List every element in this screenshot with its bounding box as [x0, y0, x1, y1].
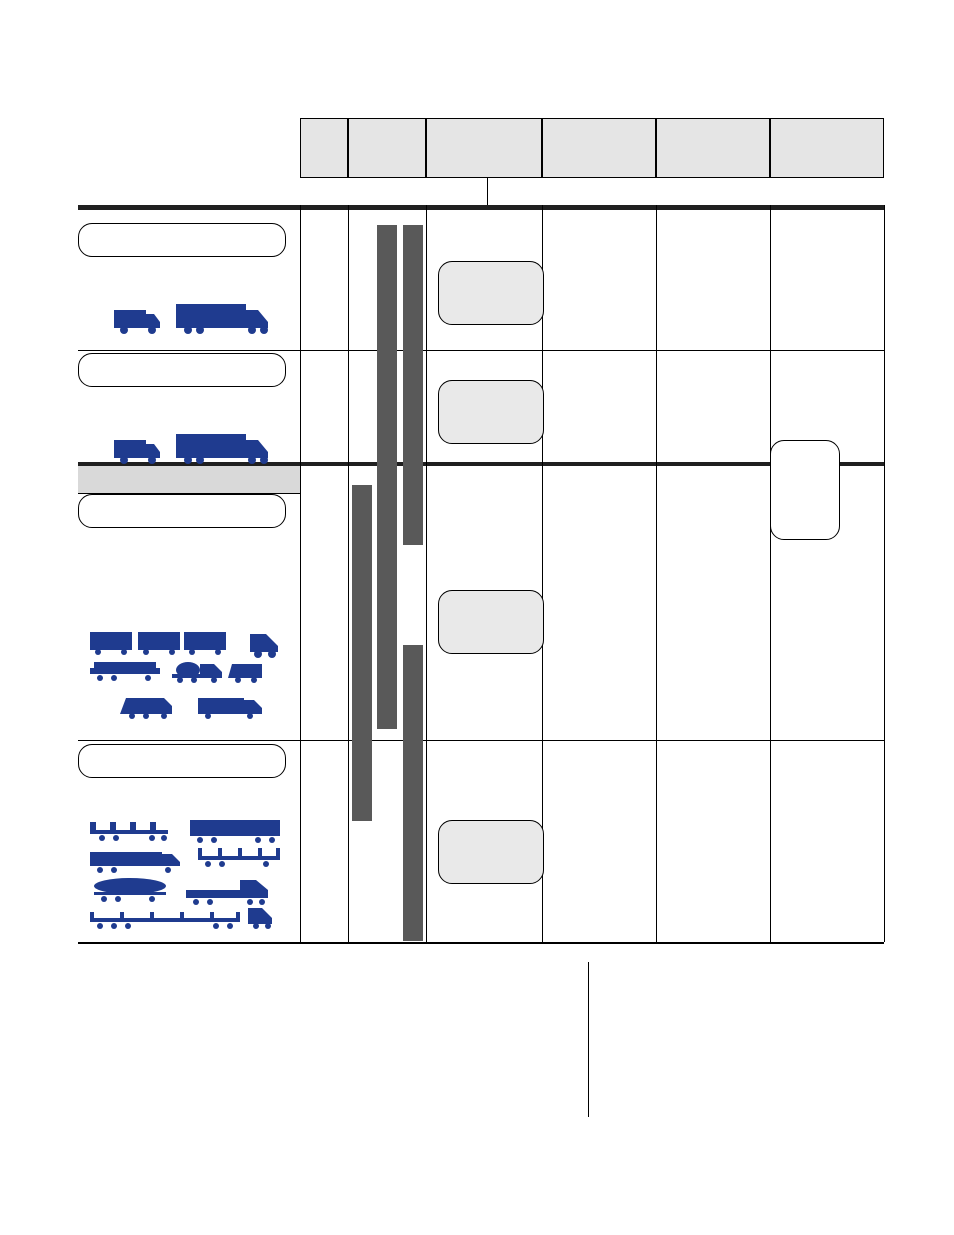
- grid-box-2: [438, 590, 544, 654]
- col-line-1: [348, 205, 349, 942]
- row-rule-1: [78, 350, 884, 351]
- footer-vline: [588, 962, 589, 1117]
- row-pill-3: [78, 744, 286, 778]
- vbar-0: [352, 485, 372, 821]
- row-pill-1: [78, 353, 286, 387]
- row-pill-2: [78, 494, 286, 528]
- header-tick: [487, 178, 488, 205]
- row-rule-end: [78, 942, 884, 944]
- header-cell-3: [542, 118, 656, 178]
- row-rule-3: [78, 740, 884, 741]
- vehicle-trailer-cluster-icon: [90, 820, 290, 930]
- header-cell-5: [770, 118, 884, 178]
- thick-rule-top: [78, 205, 884, 210]
- col-line-4: [656, 205, 657, 942]
- row-pill-0: [78, 223, 286, 257]
- col-line-5: [770, 205, 771, 942]
- vbar-3: [403, 645, 423, 941]
- header-cell-0: [300, 118, 348, 178]
- header-cell-4: [656, 118, 770, 178]
- header-cell-1: [348, 118, 426, 178]
- grid-box-3: [438, 820, 544, 884]
- col-line-2: [426, 205, 427, 942]
- vehicle-truck-icon: [114, 298, 284, 342]
- grid-box-0: [438, 261, 544, 325]
- vbar-2: [403, 225, 423, 545]
- vehicle-mixed-cluster-icon: [90, 628, 290, 728]
- header-cell-2: [426, 118, 542, 178]
- vehicle-truck-icon: [114, 428, 284, 472]
- grid-box-side: [770, 440, 840, 540]
- col-line-0: [300, 205, 301, 942]
- vbar-1: [377, 225, 397, 729]
- grid-box-1: [438, 380, 544, 444]
- col-line-6: [884, 205, 885, 942]
